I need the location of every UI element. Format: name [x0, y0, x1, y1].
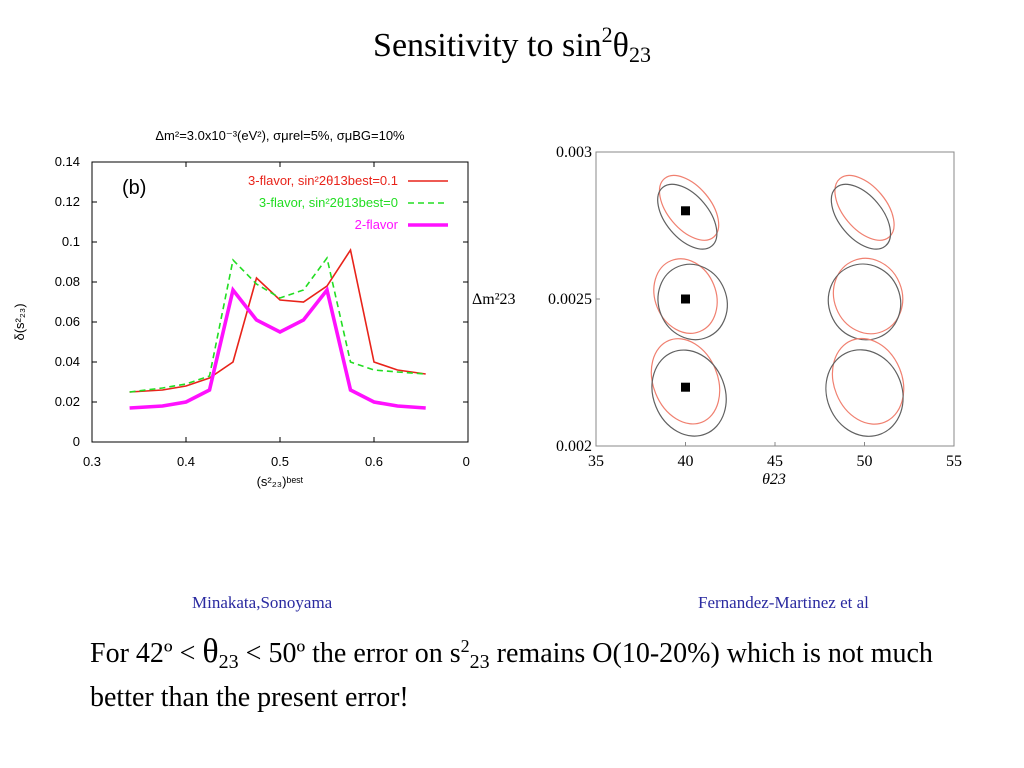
contour-ellipse-1: [658, 174, 720, 241]
contour-ellipse-6: [657, 263, 728, 341]
contour-ellipse-7: [832, 257, 904, 335]
contour-ellipse-9: [650, 338, 721, 425]
best-fit-point-1: [681, 206, 690, 216]
y-tick-label: 0.04: [55, 354, 80, 369]
legend-label-1: 3-flavor, sin²2θ13best=0.1: [248, 173, 398, 188]
x-tick-label-right: 45: [767, 453, 783, 470]
series-line-2: [129, 256, 426, 393]
y-tick-label: 0.02: [55, 394, 80, 409]
right-axes: 35 40 45 50 55 0.002 0.0025 0.003: [548, 144, 962, 470]
contour-ellipse-2: [657, 183, 718, 250]
contour-ellipse-8: [827, 263, 902, 341]
x-axis-label: (s²₂₃)ᵇᵉˢᵗ: [257, 474, 304, 489]
y-tick-label-right: 0.002: [556, 438, 592, 455]
x-tick-label: 0.4: [177, 454, 195, 469]
y-tick-label: 0.14: [55, 154, 80, 169]
title-prefix: Sensitivity to sin: [373, 27, 602, 64]
credit-left: Minakata,Sonoyama: [192, 593, 333, 612]
right-points: [681, 206, 690, 392]
y-axis-label-right: Δm²23: [472, 291, 516, 308]
legend-label-3: 2-flavor: [355, 217, 399, 232]
panel-label: (b): [122, 177, 146, 199]
title-theta: θ: [612, 27, 629, 64]
slide-title: Sensitivity to sin2θ23: [0, 22, 1024, 68]
title-sub: 23: [628, 42, 651, 67]
contour-ellipse-3: [834, 174, 895, 241]
chart-header: Δm²=3.0x10⁻³(eV²), σμrel=5%, σμBG=10%: [155, 128, 405, 143]
contour-ellipse-11: [831, 337, 905, 425]
title-sup: 2: [601, 22, 613, 47]
left-series: [129, 247, 426, 410]
contour-ellipse-4: [830, 183, 892, 250]
legend-label-2: 3-flavor, sin²2θ13best=0: [259, 195, 398, 210]
credit-right: Fernandez-Martinez et al: [698, 593, 869, 612]
y-tick-label: 0.1: [62, 234, 80, 249]
best-fit-point-3: [681, 382, 690, 392]
x-tick-label-right: 35: [588, 453, 604, 470]
y-tick-label-right: 0.0025: [548, 291, 592, 308]
chart-legend: 3-flavor, sin²2θ13best=0.1 3-flavor, sin²…: [248, 173, 448, 232]
body-part1: For 42º <: [90, 638, 203, 669]
y-tick-label: 0.08: [55, 274, 80, 289]
contour-ellipse-12: [825, 349, 904, 437]
right-contours: [650, 174, 905, 437]
body-sup2: 2: [460, 636, 470, 656]
x-tick-label: 0.6: [365, 454, 383, 469]
y-tick-label-right: 0.003: [556, 144, 592, 161]
contour-ellipse-5: [653, 258, 718, 334]
contour-chart: 35 40 45 50 55 0.002 0.0025 0.003 θ23 Δm²23: [472, 144, 962, 488]
left-axes: 0.3 0.4 0.5 0.6 0. 0 0.02 0.04 0.06 0.08 0.1 0.12 0.…: [55, 154, 470, 469]
body-part3: remains O(10-20%) which is not much bett…: [90, 638, 933, 713]
y-tick-label: 0.12: [55, 194, 80, 209]
body-part2: < 50º the error on s: [238, 638, 461, 669]
y-tick-label: 0.06: [55, 314, 80, 329]
x-axis-label-right: θ23: [762, 471, 786, 488]
x-tick-label: 0.5: [271, 454, 289, 469]
x-tick-label-right: 40: [678, 453, 694, 470]
body-theta: θ: [202, 633, 219, 670]
contour-ellipse-10: [651, 349, 727, 437]
y-tick-label: 0: [73, 434, 80, 449]
x-tick-label: 0.3: [83, 454, 101, 469]
series-line-3: [129, 285, 426, 410]
conclusion-text: For 42º < θ23 < 50º the error on s223 re…: [90, 628, 990, 716]
x-tick-label-right: 55: [946, 453, 962, 470]
body-sub2: 23: [469, 651, 490, 673]
y-axis-label: δ(s²₂₃): [12, 303, 27, 340]
series-line-1: [129, 247, 426, 393]
best-fit-point-2: [681, 294, 690, 304]
body-sub1: 23: [218, 651, 239, 673]
x-tick-label: 0.: [463, 454, 470, 469]
x-tick-label-right: 50: [857, 453, 873, 470]
sensitivity-chart: Δm²=3.0x10⁻³(eV²), σμrel=5%, σμBG=10% 0.…: [12, 128, 470, 489]
